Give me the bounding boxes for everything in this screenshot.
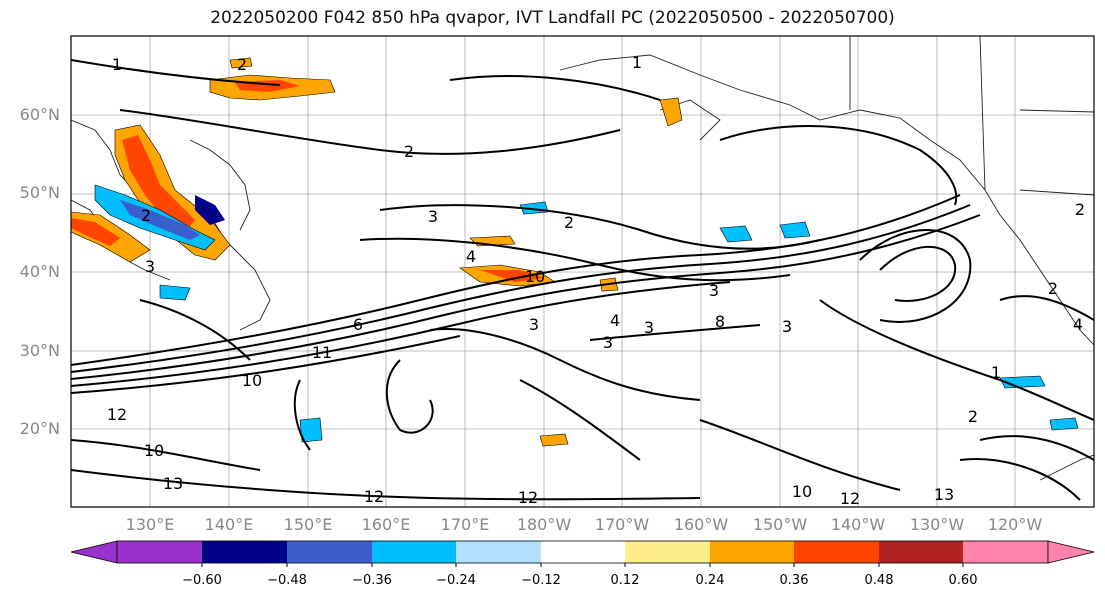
colorbar-tick-label: 0.12 xyxy=(611,573,640,588)
colorbar-tick-label: −0.12 xyxy=(521,573,561,588)
colorbar-segment xyxy=(456,541,541,563)
contour-label: 4 xyxy=(610,311,620,330)
colorbar-tick-labels: −0.60 −0.48 −0.36 −0.24 −0.12 0.12 0.24 … xyxy=(182,573,977,588)
longitude-axis: 130°E 140°E 150°E 160°E 170°E 180°W 170°… xyxy=(126,515,1043,534)
lon-label: 120°W xyxy=(988,515,1043,534)
contour-label: 12 xyxy=(840,489,860,508)
colorbar-segment xyxy=(963,541,1048,563)
positive-anomaly-patch xyxy=(659,97,683,127)
contour-label: 2 xyxy=(404,142,414,161)
contour-label: 2 xyxy=(1075,200,1085,219)
negative-anomaly-patch xyxy=(719,225,753,243)
colorbar-segment xyxy=(794,541,879,563)
contour-label: 1 xyxy=(112,55,122,74)
contour-label: 6 xyxy=(353,315,363,334)
contour-label: 3 xyxy=(782,317,792,336)
lat-label: 60°N xyxy=(20,105,60,124)
ivt-contours xyxy=(71,59,1094,501)
negative-anomaly-patch xyxy=(159,284,191,301)
colorbar-tick-label: 0.48 xyxy=(865,573,894,588)
map-title: 2022050200 F042 850 hPa qvapor, IVT Land… xyxy=(210,8,895,28)
positive-anomaly-core xyxy=(71,218,120,246)
latitude-axis: 60°N 50°N 40°N 30°N 20°N xyxy=(20,105,60,438)
colorbar-tick-label: −0.48 xyxy=(267,573,307,588)
contour-label: 13 xyxy=(934,485,954,504)
contour-label: 4 xyxy=(466,247,476,266)
colorbar-segment xyxy=(372,541,456,563)
lon-label: 150°W xyxy=(753,515,808,534)
lon-label: 170°W xyxy=(595,515,650,534)
colorbar-segment xyxy=(879,541,963,563)
lon-label: 140°W xyxy=(831,515,886,534)
contour-label: 3 xyxy=(644,318,654,337)
contour-label: 3 xyxy=(428,207,438,226)
positive-anomaly-patch xyxy=(539,433,569,447)
colorbar-tick-label: 0.60 xyxy=(949,573,978,588)
positive-anomaly-patch xyxy=(229,57,253,69)
colorbar-segment xyxy=(287,541,372,563)
colorbar-tick-label: −0.24 xyxy=(436,573,476,588)
lon-label: 130°E xyxy=(126,515,175,534)
lon-label: 150°E xyxy=(284,515,333,534)
negative-anomaly-core xyxy=(195,195,225,225)
colorbar-segments xyxy=(116,540,1049,564)
contour-label: 2 xyxy=(968,407,978,426)
contour-labels: 3 2 3 4 10 3 3 3 2 3 1 2 3 4 11 10 12 10… xyxy=(107,53,1085,508)
colorbar-tick-label: −0.36 xyxy=(352,573,392,588)
contour-label: 12 xyxy=(107,405,127,424)
colorbar-segment xyxy=(625,541,710,563)
contour-label: 10 xyxy=(242,371,262,390)
contour-label: 3 xyxy=(529,315,539,334)
colorbar-segment xyxy=(541,541,625,563)
lat-label: 20°N xyxy=(20,419,60,438)
negative-anomaly-patch xyxy=(1049,417,1079,431)
lat-label: 50°N xyxy=(20,183,60,202)
colorbar-segment xyxy=(710,541,794,563)
colorbar-right-extension xyxy=(1047,540,1095,564)
colorbar-tick-label: 0.36 xyxy=(780,573,809,588)
map-panel xyxy=(71,36,1094,507)
contour-label: 13 xyxy=(163,474,183,493)
negative-anomaly-patch xyxy=(779,221,811,239)
lon-label: 160°E xyxy=(362,515,411,534)
contour-label: 10 xyxy=(144,441,164,460)
lat-label: 30°N xyxy=(20,341,60,360)
colorbar-tick-label: −0.60 xyxy=(182,573,222,588)
colorbar-segment xyxy=(202,541,287,563)
positive-anomaly-core xyxy=(480,270,545,282)
contour-label: 12 xyxy=(364,487,384,506)
lon-label: 160°W xyxy=(674,515,729,534)
map-frame xyxy=(70,35,1095,508)
lon-label: 130°W xyxy=(910,515,965,534)
contour-label: 3 xyxy=(709,281,719,300)
positive-anomaly-core xyxy=(122,135,195,232)
contour-label: 2 xyxy=(141,206,151,225)
lon-label: 170°E xyxy=(441,515,490,534)
qvapor-anomaly-shading xyxy=(71,57,1079,447)
negative-anomaly-core xyxy=(120,200,200,240)
contour-label: 3 xyxy=(145,257,155,276)
contour-label: 3 xyxy=(603,333,613,352)
contour-label: 1 xyxy=(632,53,642,72)
gridlines xyxy=(71,36,1094,507)
contour-label: 2 xyxy=(237,55,247,74)
lat-label: 40°N xyxy=(20,262,60,281)
lon-label: 180°W xyxy=(517,515,572,534)
contour-label: 4 xyxy=(1073,315,1083,334)
contour-label: 2 xyxy=(1048,279,1058,298)
contour-label: 10 xyxy=(792,482,812,501)
colorbar-segment xyxy=(117,541,202,563)
contour-label: 8 xyxy=(715,312,725,331)
contour-label: 12 xyxy=(518,488,538,507)
lon-label: 140°E xyxy=(205,515,254,534)
contour-label: 10 xyxy=(525,267,545,286)
colorbar: −0.60 −0.48 −0.36 −0.24 −0.12 0.12 0.24 … xyxy=(70,540,1095,588)
contour-label: 2 xyxy=(564,213,574,232)
contour-label: 1 xyxy=(991,363,1001,382)
colorbar-left-extension xyxy=(70,540,118,564)
contour-label: 11 xyxy=(312,343,332,362)
colorbar-ticks xyxy=(201,563,964,567)
colorbar-tick-label: 0.24 xyxy=(696,573,725,588)
